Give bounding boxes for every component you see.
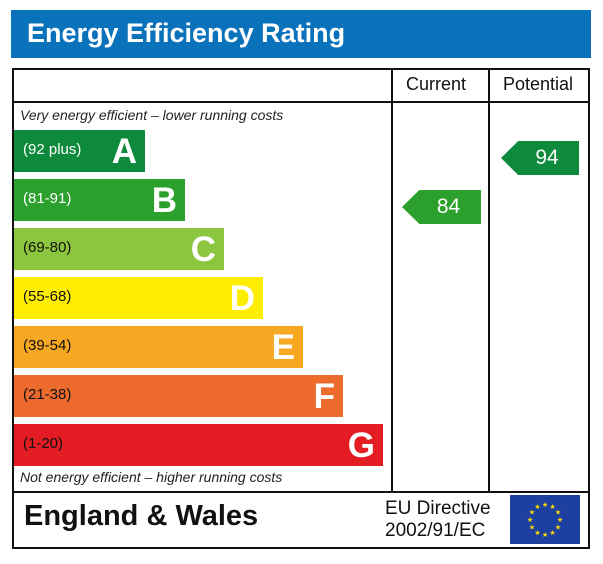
current-rating-arrow: 84 <box>402 190 481 224</box>
band-range: (39-54) <box>23 337 72 354</box>
star-icon: ★ <box>534 503 540 511</box>
star-icon: ★ <box>542 531 548 539</box>
band-range: (69-80) <box>23 239 72 256</box>
band-bar-e: (39-54) E <box>14 326 303 368</box>
region-label: England & Wales <box>24 500 259 532</box>
divider <box>12 101 590 103</box>
band-letter: E <box>271 328 295 367</box>
eu-flag-icon: ★ ★ ★ ★ ★ ★ ★ ★ ★ ★ ★ ★ <box>510 495 580 544</box>
potential-rating-value: 94 <box>535 146 559 169</box>
rating-table <box>12 68 590 549</box>
note-top: Very energy efficient – lower running co… <box>20 107 284 123</box>
star-icon: ★ <box>542 501 548 509</box>
band-range: (55-68) <box>23 288 72 305</box>
band-bar-a: (92 plus) A <box>14 130 145 172</box>
divider <box>488 68 490 493</box>
band-range: (81-91) <box>23 190 72 207</box>
potential-rating-arrow: 94 <box>501 141 579 175</box>
star-icon: ★ <box>534 529 540 537</box>
star-icon: ★ <box>529 524 535 532</box>
band-letter: A <box>111 132 137 171</box>
star-icon: ★ <box>557 516 563 524</box>
band-range: (21-38) <box>23 386 72 403</box>
star-icon: ★ <box>555 524 561 532</box>
band-range: (92 plus) <box>23 141 82 158</box>
band-letter: G <box>347 426 375 465</box>
band-bar-d: (55-68) D <box>14 277 263 319</box>
current-rating-value: 84 <box>436 195 461 218</box>
directive-line-2: 2002/91/EC <box>385 520 486 541</box>
band-bar-f: (21-38) F <box>14 375 343 417</box>
directive-line-1: EU Directive <box>385 498 491 519</box>
star-icon: ★ <box>549 529 555 537</box>
title-banner: Energy Efficiency Rating <box>11 10 591 58</box>
band-bar-c: (69-80) C <box>14 228 224 270</box>
band-letter: D <box>229 279 255 318</box>
band-letter: F <box>313 377 335 416</box>
band-letter: C <box>190 230 216 269</box>
page-title: Energy Efficiency Rating <box>27 18 346 48</box>
eu-directive: EU Directive 2002/91/EC <box>385 498 491 542</box>
divider <box>391 68 393 493</box>
star-icon: ★ <box>529 509 535 517</box>
band-range: (1-20) <box>23 435 64 452</box>
star-icon: ★ <box>555 509 561 517</box>
divider <box>12 491 590 493</box>
star-icon: ★ <box>549 503 555 511</box>
band-bar-b: (81-91) B <box>14 179 185 221</box>
note-bottom: Not energy efficient – higher running co… <box>20 469 283 485</box>
column-header-current: Current <box>406 74 467 94</box>
star-icon: ★ <box>527 516 533 524</box>
band-letter: B <box>151 181 177 220</box>
band-bar-g: (1-20) G <box>14 424 383 466</box>
column-header-potential: Potential <box>503 74 574 94</box>
